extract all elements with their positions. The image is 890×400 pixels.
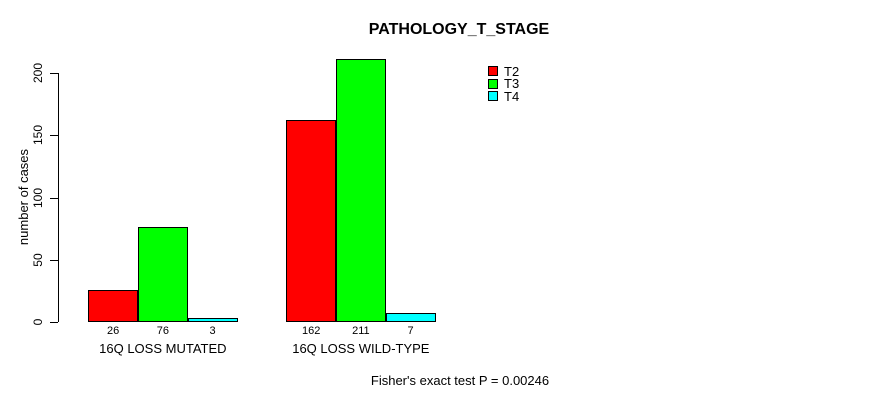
y-axis-tick-label: 50 xyxy=(31,253,45,267)
legend-label-t2: T2 xyxy=(504,63,520,79)
legend-entry-t2: T2 xyxy=(488,65,519,78)
bar-t3-16q-loss-wild-type xyxy=(336,59,386,322)
y-axis-tick-label: 150 xyxy=(31,125,45,146)
chart-title: PATHOLOGY_T_STAGE xyxy=(368,21,550,38)
y-axis-line xyxy=(58,73,59,322)
y-axis-tick-label: 100 xyxy=(31,187,45,208)
legend-entry-t4: T4 xyxy=(488,90,519,103)
legend-swatch-t4 xyxy=(488,91,498,102)
legend-label-t4: T4 xyxy=(504,88,520,104)
bar-value-label-t4-16q-loss-mutated: 3 xyxy=(209,325,216,337)
legend-swatch-t3 xyxy=(488,78,498,89)
bar-value-label-t4-16q-loss-wild-type: 7 xyxy=(407,325,414,337)
y-axis-tick-label: 200 xyxy=(31,62,45,84)
y-axis-tick xyxy=(50,259,58,261)
fisher-test-annotation: Fisher's exact test P = 0.00246 xyxy=(370,373,550,388)
bar-t3-16q-loss-mutated xyxy=(138,227,188,322)
legend-entry-t3: T3 xyxy=(488,76,520,92)
y-axis-tick xyxy=(50,73,58,74)
bar-t4-16q-loss-mutated xyxy=(188,318,238,322)
legend-swatch-t2 xyxy=(488,66,498,77)
y-axis-tick xyxy=(50,197,58,199)
y-axis-tick xyxy=(50,135,58,137)
legend: T2 T3 T4 xyxy=(488,65,519,103)
y-axis-title: number of cases xyxy=(16,148,31,246)
bar-t4-16q-loss-wild-type xyxy=(386,313,436,322)
bar-value-label-t3-16q-loss-mutated: 76 xyxy=(156,325,169,337)
bar-t2-16q-loss-mutated xyxy=(88,289,138,322)
bar-value-label-t2-16q-loss-wild-type: 162 xyxy=(301,325,321,337)
bar-t2-16q-loss-wild-type xyxy=(286,120,336,322)
category-label-16q-loss-mutated: 16Q LOSS MUTATED xyxy=(99,341,227,356)
y-axis-tick xyxy=(50,322,58,323)
bar-value-label-t2-16q-loss-mutated: 26 xyxy=(107,325,120,337)
legend-label-t3: T3 xyxy=(504,76,520,92)
y-axis-tick-label: 0 xyxy=(31,318,45,326)
bar-value-label-t3-16q-loss-wild-type: 211 xyxy=(352,325,370,337)
category-label-16q-loss-wild-type: 16Q LOSS WILD-TYPE xyxy=(292,341,430,356)
